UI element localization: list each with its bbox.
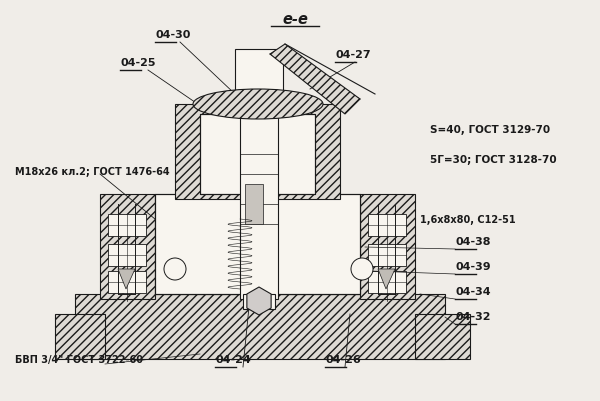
Bar xyxy=(175,105,340,200)
Polygon shape xyxy=(378,269,395,289)
Text: 04-26: 04-26 xyxy=(325,354,361,364)
Bar xyxy=(108,244,146,266)
Circle shape xyxy=(351,258,373,280)
Bar xyxy=(368,271,406,293)
Text: 04-27: 04-27 xyxy=(335,50,371,60)
Bar xyxy=(108,215,146,237)
Polygon shape xyxy=(270,45,360,115)
Bar xyxy=(155,194,360,294)
Text: 04-32: 04-32 xyxy=(455,311,491,321)
Bar xyxy=(75,294,445,359)
Bar xyxy=(200,115,315,194)
Bar xyxy=(368,244,406,266)
Bar xyxy=(243,294,275,309)
Text: 04-34: 04-34 xyxy=(455,286,491,296)
Bar xyxy=(245,184,263,225)
Bar xyxy=(108,271,146,293)
Bar xyxy=(155,194,360,294)
Text: M18x26 кл.2; ГОСТ 1476-64: M18x26 кл.2; ГОСТ 1476-64 xyxy=(15,166,170,176)
Bar xyxy=(200,115,315,194)
Bar xyxy=(368,215,406,237)
Bar xyxy=(55,314,105,359)
Text: S=40, ГОСТ 3129-70: S=40, ГОСТ 3129-70 xyxy=(430,125,550,135)
Text: 04-30: 04-30 xyxy=(155,30,190,40)
Polygon shape xyxy=(118,269,135,289)
Bar xyxy=(240,105,278,299)
Bar xyxy=(235,50,283,110)
Bar xyxy=(415,314,470,359)
Text: БВП 3/4" ГОСТ 3722-60: БВП 3/4" ГОСТ 3722-60 xyxy=(15,354,143,364)
Text: 04-25: 04-25 xyxy=(120,58,155,68)
Text: 04-39: 04-39 xyxy=(455,261,491,271)
Text: 1,6x8x80, C12-51: 1,6x8x80, C12-51 xyxy=(420,215,515,225)
Circle shape xyxy=(164,258,186,280)
Text: e-e: e-e xyxy=(282,12,308,27)
Bar xyxy=(360,194,415,299)
Text: 04-38: 04-38 xyxy=(455,237,491,246)
Text: 5Г=30; ГОСТ 3128-70: 5Г=30; ГОСТ 3128-70 xyxy=(430,155,557,164)
Bar xyxy=(100,194,155,299)
Ellipse shape xyxy=(193,90,323,120)
Text: 04-24: 04-24 xyxy=(215,354,251,364)
